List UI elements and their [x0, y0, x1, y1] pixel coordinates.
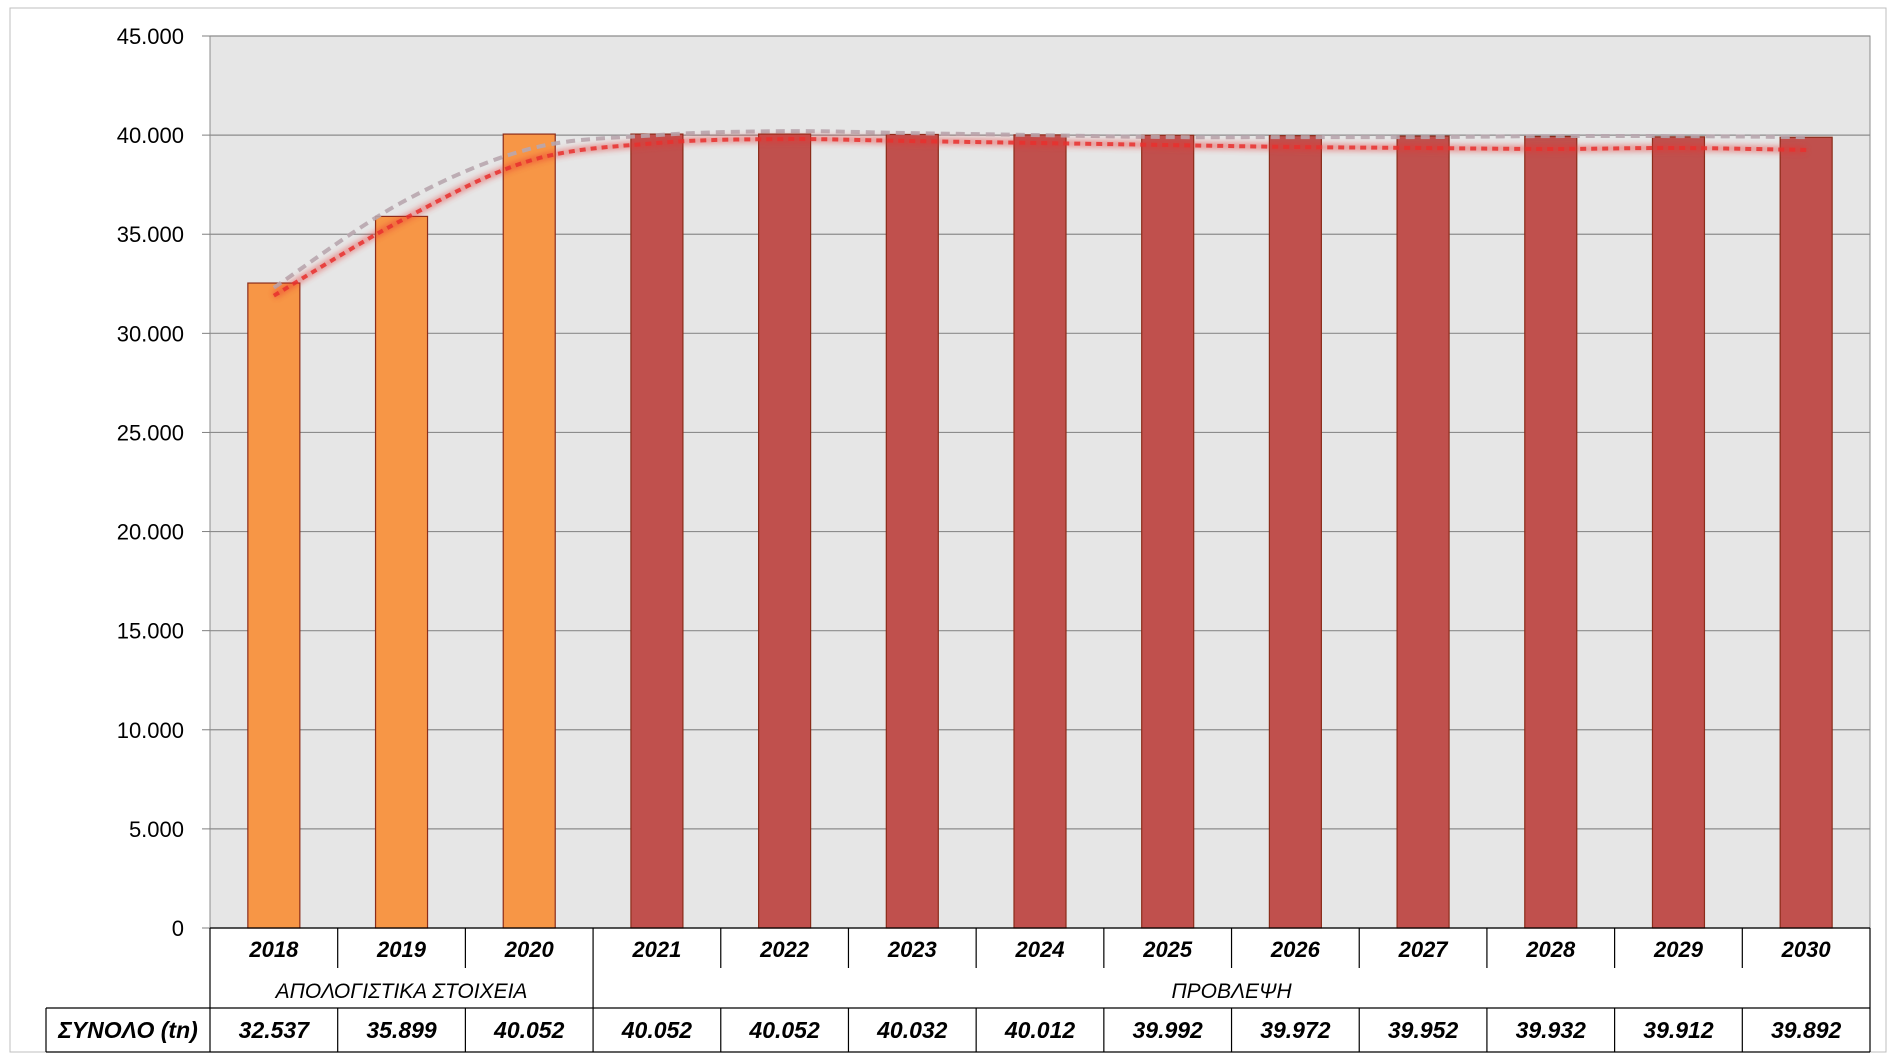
- bars: [247, 133, 1833, 929]
- total-value: 40.052: [621, 1017, 693, 1043]
- total-value: 40.052: [493, 1017, 565, 1043]
- total-value: 32.537: [239, 1017, 311, 1043]
- bar-2030: [1779, 136, 1833, 929]
- y-tick-label: 15.000: [117, 619, 184, 644]
- table-row-label: ΣΥΝΟΛΟ (tn): [57, 1017, 198, 1043]
- total-value: 39.892: [1771, 1017, 1842, 1043]
- bar-2024: [1013, 134, 1067, 929]
- trendlines: [272, 129, 1807, 299]
- total-value: 39.932: [1516, 1017, 1587, 1043]
- x-category-label: 2029: [1653, 937, 1704, 962]
- bar-2029: [1651, 136, 1706, 929]
- x-category-label: 2030: [1781, 937, 1832, 962]
- y-tick-label: 45.000: [117, 24, 184, 49]
- bar-2025: [1141, 134, 1195, 929]
- y-tick-label: 10.000: [117, 718, 184, 743]
- x-category-label: 2027: [1398, 937, 1450, 962]
- y-tick-label: 20.000: [117, 520, 184, 545]
- total-value: 40.012: [1004, 1017, 1076, 1043]
- x-category-label: 2021: [631, 937, 681, 962]
- total-value: 40.032: [876, 1017, 948, 1043]
- bar-2020: [502, 133, 556, 929]
- trendline-forecast: [272, 137, 1807, 298]
- bar-2019: [374, 215, 429, 929]
- x-category-label: 2018: [248, 937, 299, 962]
- x-category-label: 2023: [887, 937, 937, 962]
- total-value: 39.912: [1643, 1017, 1714, 1043]
- bar-2027: [1396, 135, 1450, 929]
- bar-2026: [1268, 135, 1322, 929]
- bar-2018: [247, 282, 301, 929]
- data-table: ΣΥΝΟΛΟ (tn) 2018 2019 2020 2021 2022 2023 2024…: [45, 927, 1871, 1053]
- total-value: 39.972: [1260, 1017, 1331, 1043]
- x-category-label: 2026: [1270, 937, 1321, 962]
- total-value: 35.899: [366, 1017, 437, 1043]
- total-value: 40.052: [748, 1017, 820, 1043]
- bar-2028: [1524, 135, 1578, 929]
- trendline-actual: [272, 129, 1807, 290]
- y-tick-label: 0: [172, 916, 184, 941]
- y-tick-label: 5.000: [129, 817, 184, 842]
- y-tick-label: 30.000: [117, 321, 184, 346]
- x-category-label: 2022: [759, 937, 810, 962]
- total-value: 39.952: [1388, 1017, 1459, 1043]
- x-category-label: 2025: [1142, 937, 1193, 962]
- x-category-label: 2024: [1015, 937, 1065, 962]
- bar-2022: [758, 133, 812, 929]
- y-tick-label: 35.000: [117, 222, 184, 247]
- total-value: 39.992: [1133, 1017, 1204, 1043]
- y-tick-label: 40.000: [117, 123, 184, 148]
- group-label: ΠΡΟΒΛΕΨΗ: [1171, 980, 1292, 1003]
- y-axis: 0 5.000 10.000 15.000 20.000 25.000 30.000 35.0…: [117, 24, 210, 941]
- bar-2021: [630, 133, 684, 929]
- x-category-label: 2019: [376, 937, 427, 962]
- x-category-label: 2020: [504, 937, 555, 962]
- bar-2023: [885, 133, 939, 929]
- y-tick-label: 25.000: [117, 420, 184, 445]
- group-label: ΑΠΟΛΟΓΙΣΤΙΚΑ ΣΤΟΙΧΕΙΑ: [274, 980, 528, 1003]
- x-category-label: 2028: [1525, 937, 1576, 962]
